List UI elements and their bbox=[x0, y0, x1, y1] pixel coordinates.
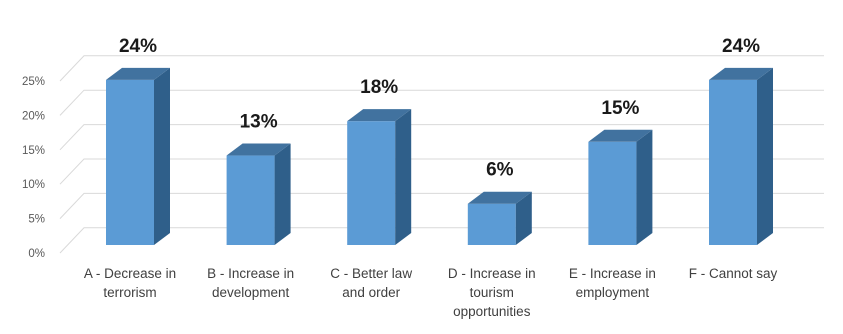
data-label: 24% bbox=[119, 36, 157, 57]
gridline bbox=[59, 124, 824, 151]
x-category-label: F - Cannot say bbox=[689, 266, 778, 281]
y-axis: 0% 5% 10% 15% 20% 25% bbox=[22, 76, 45, 260]
gridline bbox=[59, 89, 824, 116]
bar-top bbox=[226, 143, 291, 156]
x-category-label: opportunities bbox=[453, 304, 531, 319]
bar-top bbox=[588, 129, 653, 142]
gridlines bbox=[59, 55, 824, 254]
y-tick-label: 5% bbox=[28, 214, 45, 226]
data-label: 6% bbox=[486, 160, 514, 181]
bars bbox=[106, 67, 773, 245]
bar-front bbox=[226, 155, 275, 245]
gridline bbox=[59, 158, 824, 185]
x-category-label: C - Better law bbox=[330, 266, 412, 281]
data-label: 18% bbox=[360, 77, 398, 98]
y-tick-label: 15% bbox=[22, 145, 45, 157]
x-category-label: E - Increase in bbox=[569, 266, 656, 281]
x-category-label: D - Increase in bbox=[448, 266, 536, 281]
bar-top bbox=[347, 109, 412, 122]
x-category-label: and order bbox=[342, 285, 400, 300]
bar-side bbox=[757, 67, 773, 245]
data-label: 24% bbox=[722, 36, 760, 57]
bar-front bbox=[467, 203, 516, 245]
data-label: 15% bbox=[601, 98, 639, 119]
bar-side bbox=[636, 129, 653, 245]
x-category-label: terrorism bbox=[103, 285, 156, 300]
gridline bbox=[59, 227, 824, 254]
bar-side bbox=[395, 109, 412, 245]
x-axis: A - Decrease in terrorism B - Increase in d… bbox=[84, 266, 778, 319]
bar-front bbox=[709, 79, 757, 245]
x-category-label: B - Increase in bbox=[207, 266, 294, 281]
gridline bbox=[59, 192, 824, 219]
bar-front bbox=[106, 79, 154, 245]
bar-front bbox=[588, 141, 637, 245]
data-labels: 24% 13% 18% 6% 15% 24% bbox=[119, 36, 760, 181]
x-category-label: A - Decrease in bbox=[84, 266, 176, 281]
y-tick-label: 10% bbox=[22, 179, 45, 191]
bar-side bbox=[515, 191, 532, 245]
bar-top bbox=[709, 67, 773, 80]
gridline bbox=[59, 55, 824, 82]
y-tick-label: 25% bbox=[22, 76, 45, 88]
bar-top bbox=[467, 191, 532, 204]
bar-front bbox=[347, 121, 396, 245]
bar-side bbox=[154, 67, 170, 245]
data-label: 13% bbox=[240, 112, 278, 133]
bar-top bbox=[106, 67, 170, 80]
bar-side bbox=[274, 143, 291, 245]
x-category-label: employment bbox=[576, 285, 650, 300]
x-category-label: development bbox=[212, 285, 290, 300]
x-category-label: tourism bbox=[470, 285, 514, 300]
y-tick-label: 20% bbox=[22, 110, 45, 122]
y-tick-label: 0% bbox=[28, 248, 45, 260]
